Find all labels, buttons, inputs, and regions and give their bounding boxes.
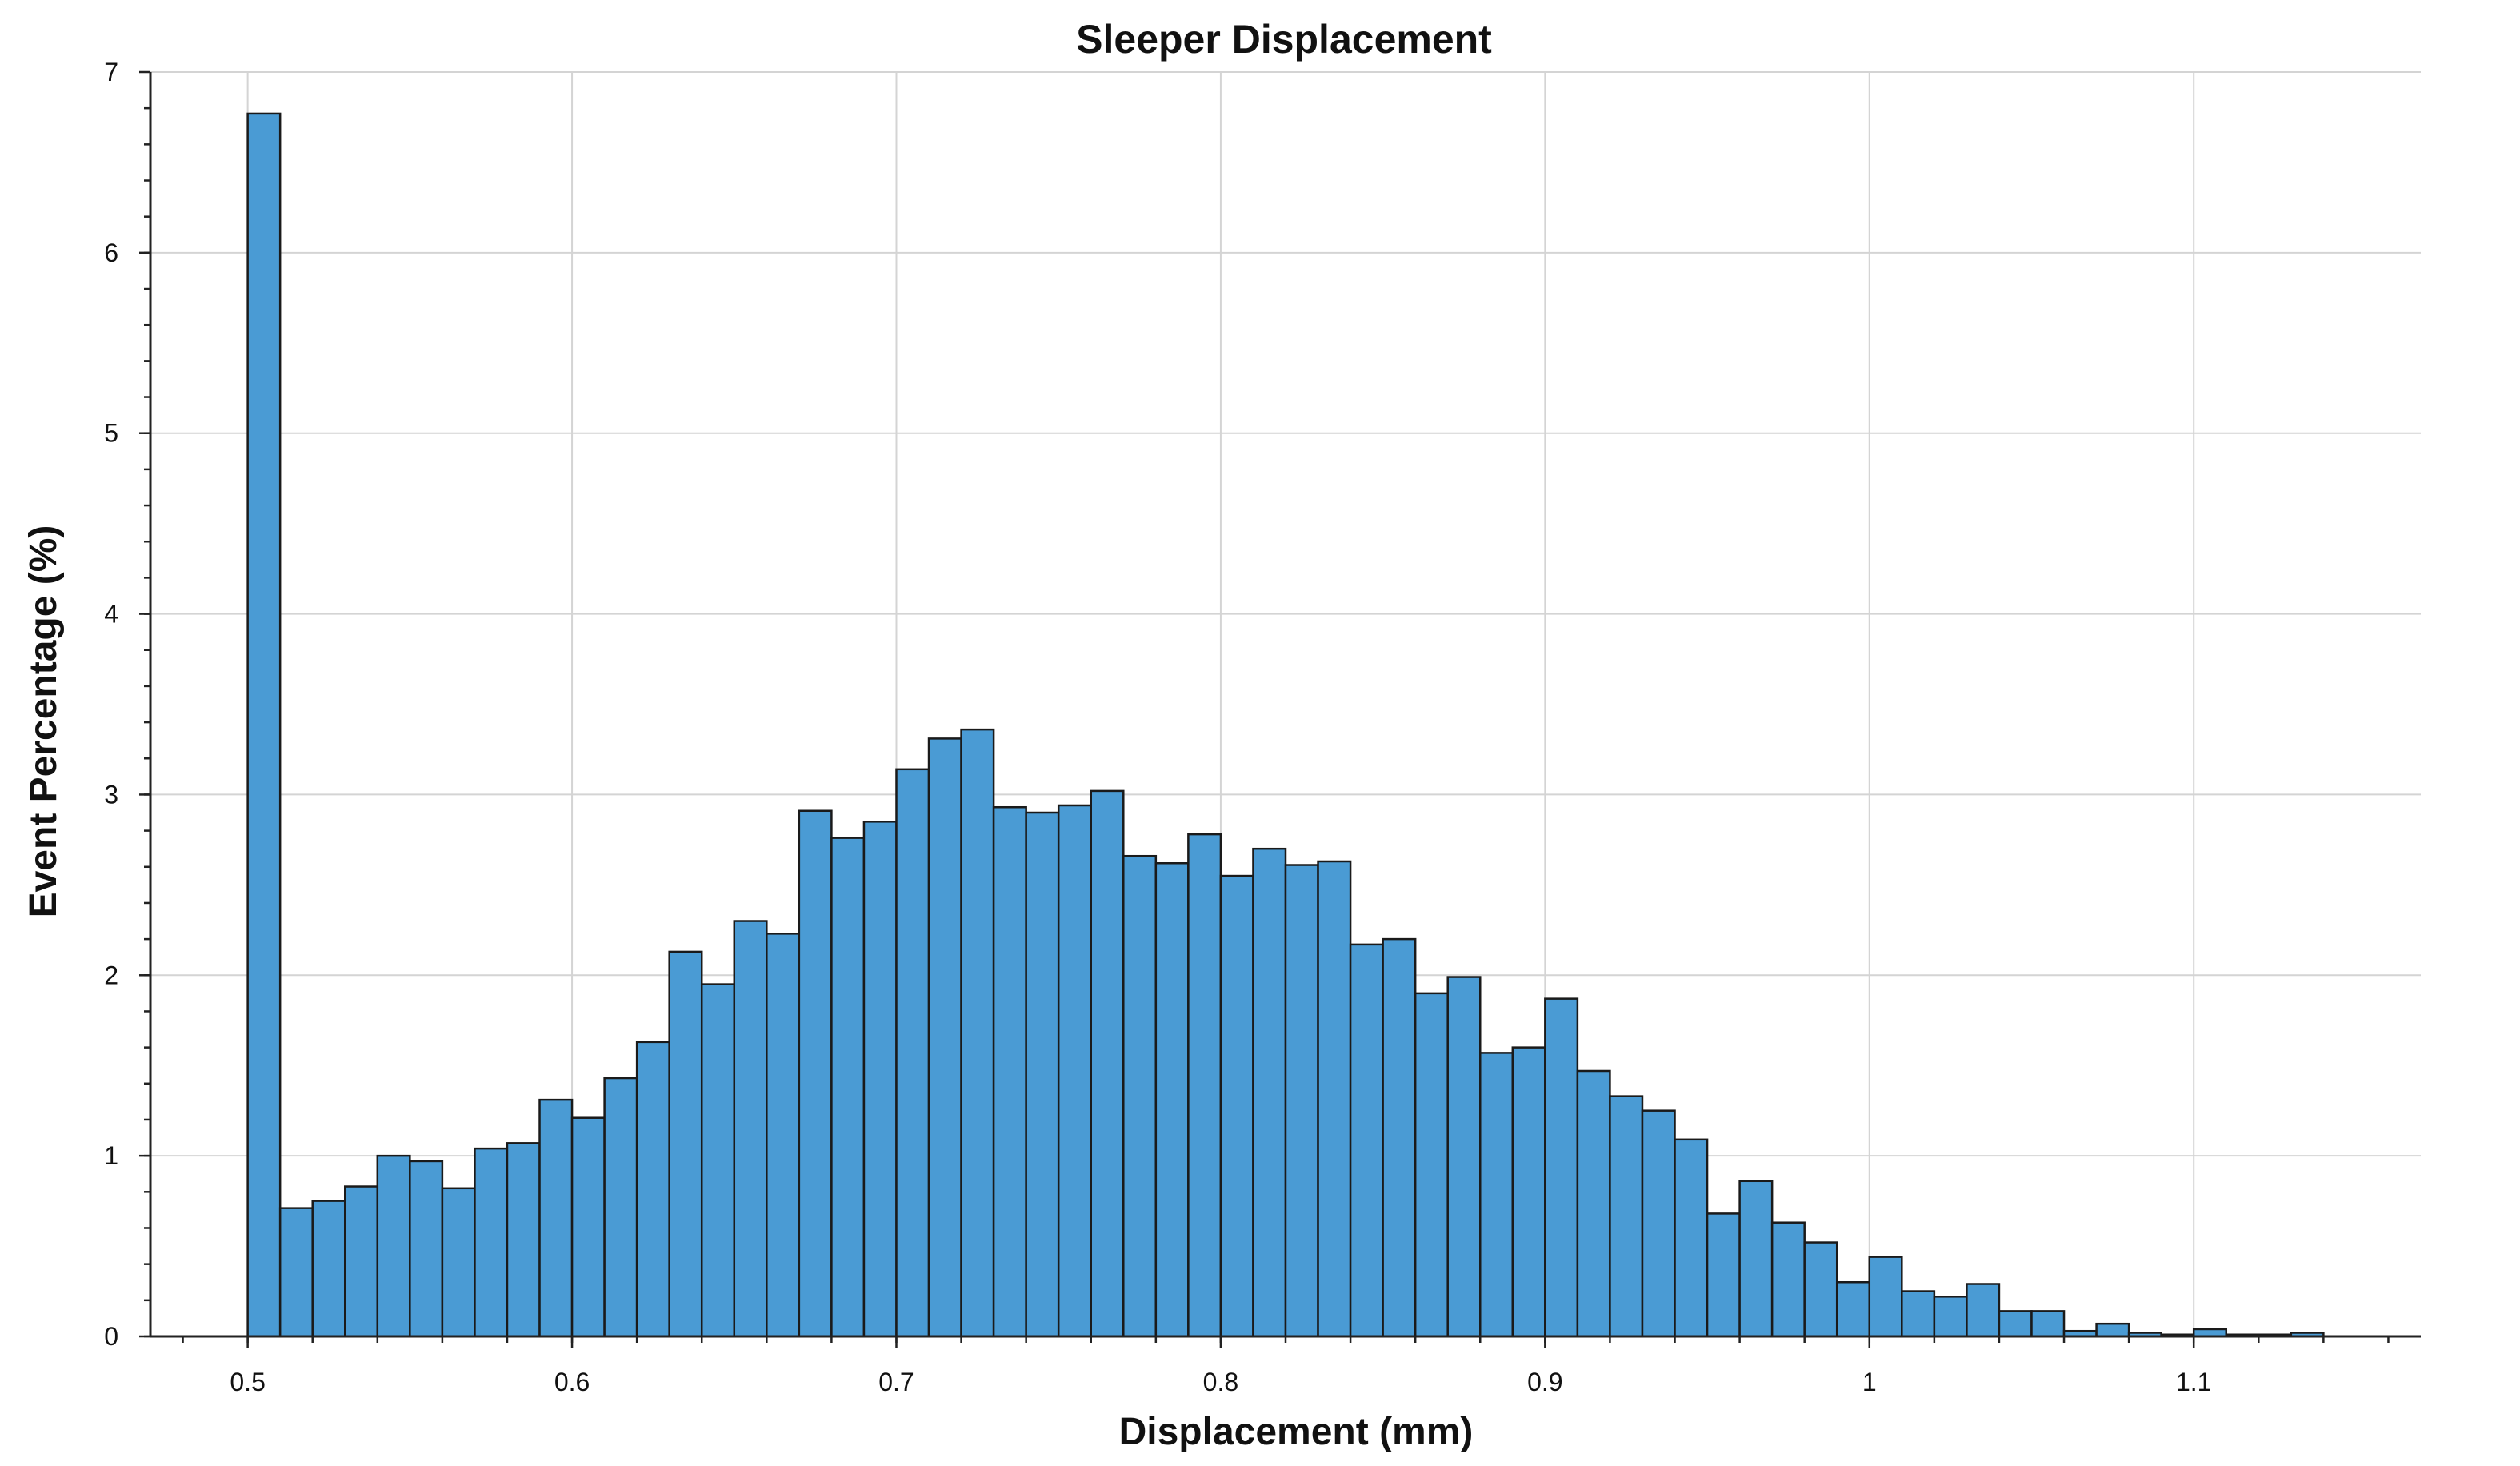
histogram-bar [992,805,1027,1338]
histogram-bar [700,983,736,1338]
histogram-bar [1803,1241,1838,1338]
histogram-bar [1479,1052,1514,1338]
histogram-bar [2095,1322,2130,1338]
histogram-bar [830,837,866,1338]
histogram-bars [246,112,2325,1338]
histogram-bar [1835,1280,1871,1338]
y-tick-label: 7 [104,58,118,86]
y-tick-label: 4 [104,600,118,629]
x-tick-label: 1 [1862,1368,1877,1396]
x-tick-label: 1.1 [2176,1368,2211,1396]
histogram-bar [1901,1290,1936,1338]
x-tick-label: 0.8 [1203,1368,1238,1396]
histogram-bar [474,1147,509,1338]
histogram-bar [862,821,898,1338]
chart-title: Sleeper Displacement [1076,17,1492,62]
histogram-bar [1609,1095,1644,1338]
y-tick-label: 2 [104,961,118,989]
x-tick-label: 0.9 [1527,1368,1562,1396]
histogram-bar [1446,976,1482,1338]
histogram-bar [603,1077,638,1338]
histogram-bar [1349,943,1384,1338]
histogram-bar [1770,1221,1806,1338]
histogram-bar [1090,789,1125,1338]
histogram-bar [766,933,801,1338]
histogram-bar [895,768,930,1338]
histogram-bar [1414,992,1449,1338]
histogram-bar [1317,860,1352,1338]
y-tick-label: 5 [104,419,118,448]
histogram-bar [668,950,703,1338]
histogram-bar [1219,874,1254,1338]
histogram-bar [1706,1212,1741,1338]
histogram-bar [538,1098,574,1338]
histogram-bar [506,1142,541,1338]
histogram-bar [409,1160,444,1338]
tick-labels: 0 1 2 3 4 5 6 7 0.5 0.6 0.7 0.8 0.9 1 1.1 [104,58,2211,1396]
histogram-bar [1544,997,1579,1338]
histogram-bar [344,1185,379,1338]
histogram-bar [441,1187,476,1338]
histogram-bar [1252,847,1287,1338]
x-tick-label: 0.5 [230,1368,265,1396]
histogram-bar [1998,1310,2033,1338]
histogram-bar [1025,811,1060,1338]
histogram-bar [927,737,962,1338]
histogram-bar [311,1200,346,1338]
histogram-bar [570,1116,606,1338]
histogram-bar [278,1207,314,1338]
y-tick-label: 6 [104,238,118,267]
histogram-bar [1641,1109,1676,1338]
y-tick-label: 1 [104,1141,118,1170]
grid-lines [150,71,2421,1336]
histogram-bar [1511,1046,1546,1338]
histogram-bar [376,1154,411,1338]
y-axis-label: Event Percentage (%) [22,525,65,918]
histogram-bar [1674,1138,1709,1338]
x-tick-label: 0.6 [554,1368,590,1396]
histogram-bar [1868,1256,1903,1338]
histogram-bar [1284,864,1319,1338]
histogram-bar [960,728,995,1338]
histogram-bar [1154,862,1190,1338]
histogram-bar [635,1041,670,1338]
histogram-bar [1122,854,1158,1338]
histogram-bar [1738,1180,1774,1338]
histogram-bar [1382,937,1417,1338]
x-tick-label: 0.7 [878,1368,914,1396]
histogram-bar [1187,833,1222,1338]
histogram-bar [1576,1069,1611,1338]
histogram-bar [733,920,768,1338]
y-tick-label: 0 [104,1322,118,1351]
histogram-bar [246,112,282,1338]
histogram-bar [798,809,833,1338]
axes [139,70,2421,1348]
y-tick-label: 3 [104,780,118,809]
histogram-bar [1057,804,1092,1338]
histogram-bar [1933,1296,1968,1338]
histogram-bar [1966,1283,2001,1338]
histogram-bar [2030,1310,2066,1338]
x-axis-label: Displacement (mm) [1119,1411,1474,1453]
